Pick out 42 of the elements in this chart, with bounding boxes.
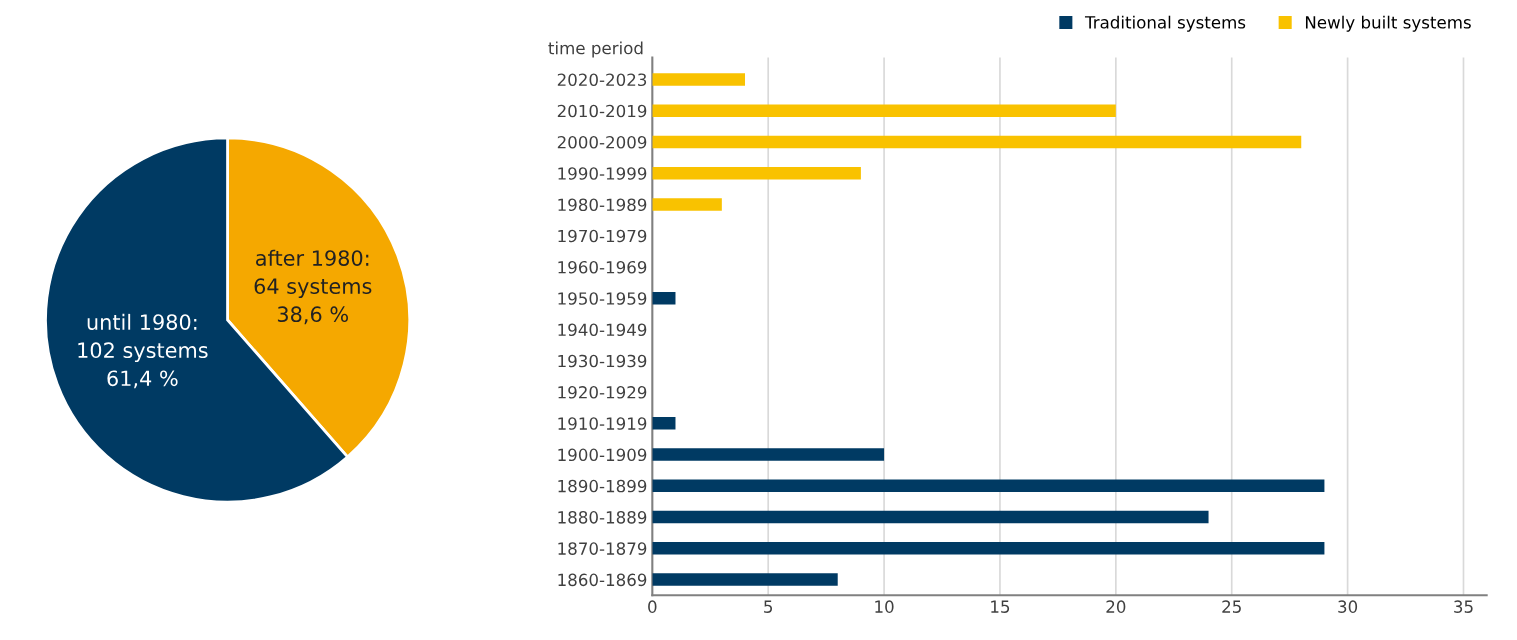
y-tick-label: 1900-1909 [558,448,647,462]
x-tick-label: 5 [764,600,773,613]
x-tick-label: 15 [991,600,1010,613]
y-tick-label: 1920-1929 [558,386,647,399]
x-tick-label: 30 [1338,600,1358,613]
bar [652,198,722,211]
x-tick-label: 0 [648,600,657,613]
bar [652,292,676,305]
y-tick-label: 1930-1939 [558,354,647,368]
y-tick-label: 2020-2023 [557,73,647,87]
x-tick-label: 10 [875,600,894,613]
bar [652,135,1302,149]
y-tick-label: 1960-1969 [558,260,647,274]
bar [652,417,676,430]
y-tick-label: 1990-1999 [558,167,647,180]
legend-label: Traditional systems [1084,15,1246,32]
y-tick-label: 1880-1889 [558,511,647,524]
y-axis-title: time period [548,41,643,58]
bar [652,73,746,86]
bar [652,167,861,180]
slice-label: until 1980: 102 systems 61,4 % [78,313,208,389]
legend-label: Newly built systems [1305,15,1471,32]
bar [652,573,838,586]
x-tick-label: 20 [1106,600,1126,613]
bar [652,542,1325,555]
bar [652,510,1209,524]
y-tick-label: 1980-1989 [558,198,647,212]
slice-label: after 1980: 64 systems 38,6 % [254,249,372,325]
y-tick-label: 1890-1899 [558,479,647,493]
y-tick-label: 1860-1869 [558,573,647,587]
x-tick-label: 25 [1222,600,1241,613]
y-tick-label: 1940-1949 [558,323,647,337]
bar [652,479,1325,493]
bar [652,448,885,461]
x-tick-label: 35 [1454,600,1473,613]
y-tick-label: 1970-1979 [558,229,647,243]
y-tick-label: 2010-2019 [557,104,647,118]
y-tick-label: 2000-2009 [557,135,647,149]
bar [652,104,1116,117]
y-tick-label: 1870-1879 [558,542,647,555]
y-tick-label: 1950-1959 [558,292,647,305]
y-tick-label: 1910-1919 [558,417,647,430]
